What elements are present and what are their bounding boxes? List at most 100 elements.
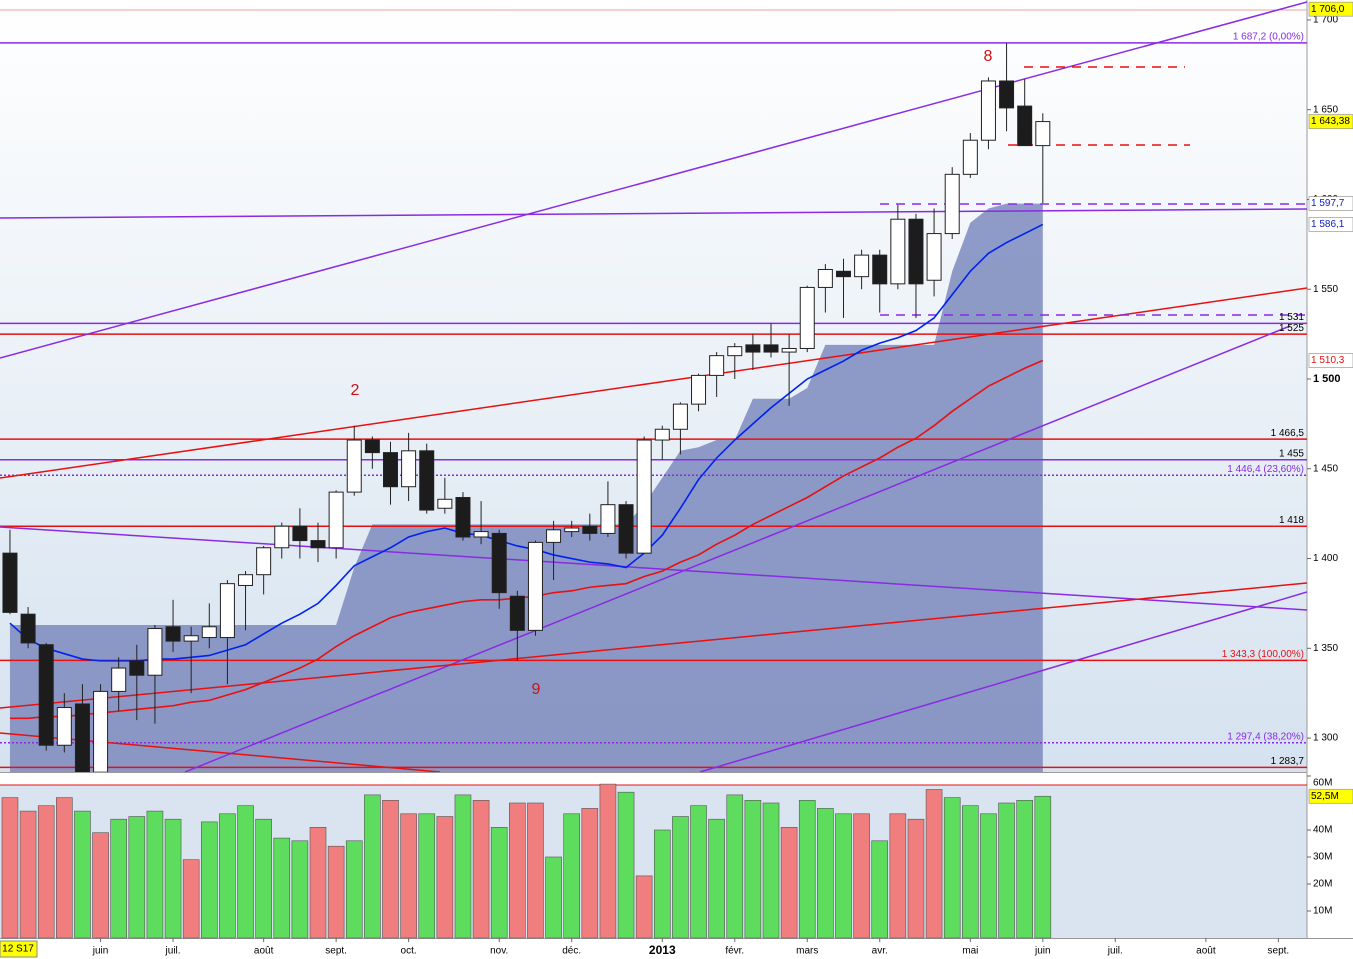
- candle-body: [201, 626, 217, 639]
- trendline: [0, 732, 441, 772]
- candle-body: [129, 660, 145, 676]
- volume-layer: [1, 783, 1052, 939]
- volume-bar: [382, 799, 399, 939]
- area-layer: [9, 203, 1043, 772]
- candle-body: [382, 452, 398, 488]
- trendline: [0, 208, 1307, 219]
- y-tick-label: 40M: [1313, 825, 1332, 836]
- trendline: [699, 591, 1307, 772]
- candle-body: [219, 583, 235, 639]
- x-tick-label: mars: [796, 946, 818, 957]
- volume-bar: [889, 813, 907, 939]
- candle-body: [111, 667, 127, 692]
- level-label: 1 297,4 (38,20%): [1227, 731, 1304, 742]
- y-tick-label: 1 450: [1313, 463, 1338, 474]
- candle-body: [799, 286, 815, 349]
- x-tick-label: juil.: [1107, 946, 1123, 957]
- value-badge: [1308, 788, 1353, 804]
- x-tick-label: mai: [962, 946, 978, 957]
- candle-body: [944, 173, 960, 235]
- y-tick-label: 1 400: [1313, 553, 1338, 564]
- candle-body: [274, 525, 290, 549]
- candle-body: [20, 613, 36, 644]
- level-label: 1 446,4 (23,60%): [1227, 464, 1304, 475]
- x-tick-label: févr.: [725, 946, 744, 957]
- candle-body: [165, 626, 181, 642]
- volume-bar: [617, 791, 635, 939]
- x-tick-label: août: [254, 946, 274, 957]
- y-tick-label: 1 300: [1313, 733, 1338, 744]
- volume-bar: [472, 799, 490, 939]
- y-tick-label: 20M: [1313, 879, 1332, 890]
- volume-bar: [92, 832, 109, 939]
- volume-bar: [1, 797, 19, 939]
- x-tick-label: août: [1196, 946, 1216, 957]
- moving-average: [9, 223, 1044, 662]
- candle-body: [654, 428, 670, 441]
- volume-bar: [962, 805, 979, 939]
- value-badge-label: 1 586,1: [1311, 219, 1345, 230]
- volume-bar: [182, 859, 200, 939]
- volume-bar: [1016, 799, 1033, 939]
- value-badge: [1308, 114, 1353, 129]
- candle-body: [854, 254, 870, 278]
- candle-body: [745, 344, 761, 353]
- candle-body: [962, 139, 978, 175]
- candle-body: [147, 628, 163, 676]
- volume-bar: [762, 802, 780, 939]
- stop-area: [9, 203, 1043, 772]
- candle-body: [310, 540, 326, 549]
- candle-body: [527, 541, 543, 631]
- volume-bar: [364, 794, 381, 939]
- volume-bar: [418, 813, 436, 939]
- candle-body: [781, 347, 797, 353]
- candle-body: [56, 707, 72, 746]
- levels-layer: [0, 42, 1307, 769]
- annotation: 8: [984, 48, 993, 65]
- volume-bar: [599, 783, 617, 939]
- y-tick-label: 1 350: [1313, 643, 1338, 654]
- x-tick-label: sept.: [325, 946, 347, 957]
- volume-bar: [545, 856, 562, 939]
- value-badge-label: 1 706,0: [1311, 4, 1345, 15]
- x-tick-label: oct.: [401, 946, 417, 957]
- candle-body: [582, 525, 598, 534]
- candle-body: [817, 268, 833, 288]
- candle-body: [999, 80, 1015, 109]
- value-badge-label: 1 510,3: [1311, 355, 1345, 366]
- candle-body: [346, 439, 362, 493]
- candle-body: [727, 346, 743, 357]
- candle-body: [328, 491, 344, 549]
- trendline: [0, 1, 1307, 359]
- volume-bar: [19, 810, 37, 939]
- x-tick-label: déc.: [562, 946, 581, 957]
- volume-bar: [273, 837, 291, 939]
- y-tick-label: 60M: [1313, 778, 1332, 789]
- volume-bar: [835, 813, 852, 939]
- volume-bar: [110, 818, 127, 939]
- volume-bar: [237, 805, 254, 939]
- volume-bar: [1034, 795, 1052, 939]
- x-tick-label: juil.: [165, 946, 181, 957]
- level-label: 1 466,5: [1271, 428, 1305, 439]
- trendline: [0, 582, 1307, 709]
- volume-background: [0, 785, 1307, 938]
- value-badge: [1308, 1, 1353, 17]
- candle-body: [980, 80, 996, 141]
- x-tick-label: sept.: [1268, 946, 1290, 957]
- volume-bar: [219, 813, 236, 939]
- level-label: 1 455: [1279, 448, 1304, 459]
- x-tick-label: 2013: [649, 943, 676, 957]
- y-tick-label: 1 650: [1313, 104, 1338, 115]
- volume-bar: [74, 810, 91, 939]
- candle-body: [256, 547, 272, 576]
- candle-body: [292, 525, 308, 542]
- volume-bar: [37, 805, 55, 939]
- axis-background: [1307, 0, 1353, 938]
- candle-body: [2, 552, 18, 613]
- candle-body: [401, 450, 417, 488]
- value-badge-label: 1 597,7: [1311, 198, 1345, 209]
- candle-body: [38, 644, 54, 746]
- volume-bar: [291, 840, 309, 939]
